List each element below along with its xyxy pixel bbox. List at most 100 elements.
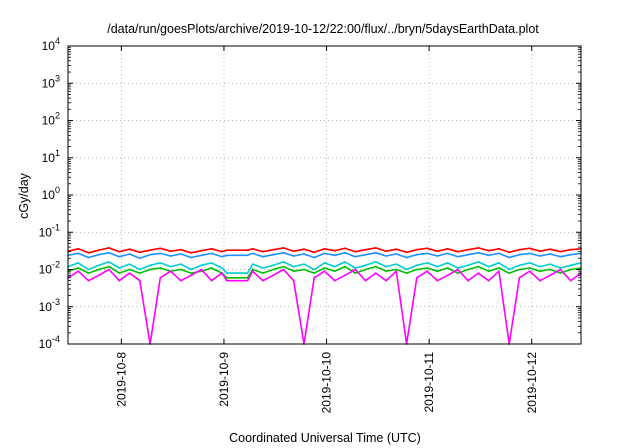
series-5-point — [446, 274, 449, 277]
series-4-point — [159, 267, 162, 269]
series-5-point — [138, 279, 141, 282]
series-1-point — [426, 247, 428, 250]
series-2-point — [549, 253, 552, 255]
series-1-point — [87, 251, 90, 254]
series-2-point — [405, 256, 408, 259]
x-axis-label: Coordinated Universal Time (UTC) — [229, 431, 421, 445]
series-3-point — [169, 265, 172, 268]
series-1-point — [385, 250, 387, 253]
series-3-point — [539, 265, 541, 268]
series-4-point — [395, 268, 398, 271]
series-3-point — [508, 268, 511, 271]
series-1-point — [415, 248, 418, 251]
x-tick-label: 2019-10-8 — [114, 352, 128, 407]
series-1-point — [333, 249, 336, 252]
series-2-point — [559, 255, 562, 258]
series-3-point — [313, 268, 316, 271]
series-2-point — [159, 252, 162, 255]
series-1-point — [138, 251, 141, 254]
series-4-point — [405, 272, 408, 274]
series-5-point — [128, 272, 131, 274]
series-5-point — [221, 272, 223, 274]
series-4-point — [467, 268, 469, 271]
series-3-point — [426, 262, 428, 264]
series-1-point — [282, 247, 285, 249]
series-1-point — [292, 250, 295, 253]
series-5-point — [108, 268, 110, 271]
series-3-point — [262, 267, 264, 269]
series-2-point — [108, 251, 110, 254]
series-2-point — [415, 253, 418, 256]
series-4-point — [303, 268, 305, 271]
series-2-point — [118, 255, 121, 258]
series-2-point — [138, 257, 141, 260]
series-2-point — [97, 253, 100, 256]
series-1-point — [508, 251, 511, 254]
y-tick-label: 103 — [42, 73, 60, 90]
series-2-point — [487, 254, 490, 257]
series-5-point — [282, 268, 285, 271]
series-1-point — [344, 247, 346, 250]
series-1-point — [559, 250, 562, 253]
series-1-point — [436, 250, 439, 253]
series-3-point — [272, 264, 275, 267]
series-1-point — [159, 247, 162, 250]
series-2-point — [539, 255, 541, 257]
series-3-point — [138, 268, 141, 271]
series-2-point — [87, 256, 90, 259]
series-1-point — [169, 250, 172, 253]
series-5-point — [436, 279, 439, 282]
series-1-point — [569, 248, 572, 251]
series-5-point — [200, 268, 203, 271]
y-tick-label: 100 — [42, 185, 60, 202]
series-2-point — [323, 252, 326, 255]
series-1-point — [200, 249, 203, 252]
series-1-point — [528, 247, 531, 250]
series-3-point — [108, 261, 110, 263]
series-3-point — [87, 268, 90, 271]
series-4-point — [446, 267, 449, 269]
series-3-point — [97, 264, 100, 267]
y-tick-label: 101 — [42, 148, 60, 165]
series-1-point — [180, 248, 182, 251]
series-4-point — [518, 268, 521, 271]
series-4-point — [272, 268, 275, 271]
series-5-point — [487, 279, 490, 282]
series-4-point — [374, 265, 377, 268]
series-2-point — [569, 253, 572, 256]
series-2-point — [128, 253, 131, 255]
series-5-point — [180, 279, 182, 282]
series-2-point — [508, 256, 511, 259]
series-2-point — [374, 251, 377, 254]
series-5-point — [354, 268, 357, 271]
series-2-point — [292, 255, 295, 257]
series-1-point — [323, 247, 326, 250]
series-1-point — [128, 248, 131, 251]
series-5-point — [528, 270, 531, 273]
series-5-point — [190, 274, 193, 277]
series-3-point — [333, 265, 336, 268]
y-tick-label: 102 — [42, 111, 60, 128]
series-2-point — [344, 251, 346, 254]
series-3-point — [77, 262, 80, 264]
series-3-point — [385, 265, 387, 268]
series-4-point — [292, 270, 295, 273]
series-1-point — [539, 250, 541, 253]
y-axis: 10-4 10-3 10-2 10-1 100 101 102 103 104 — [39, 36, 581, 351]
series-4-point — [97, 268, 100, 271]
series-3-point — [200, 264, 203, 267]
series-3-point — [180, 263, 182, 265]
series-4-point — [436, 270, 439, 273]
series-1-point — [210, 247, 213, 250]
series-3-point — [487, 265, 490, 268]
series-5-point — [539, 279, 541, 282]
y-tick-label: 104 — [42, 36, 60, 53]
series-4-point — [569, 268, 572, 271]
series-5-point — [395, 270, 398, 273]
series-5-point — [226, 279, 228, 282]
series-2-point — [210, 252, 213, 255]
series-5-point — [210, 279, 213, 282]
series-1-point — [246, 249, 249, 252]
y-tick-label: 10-1 — [39, 222, 60, 239]
